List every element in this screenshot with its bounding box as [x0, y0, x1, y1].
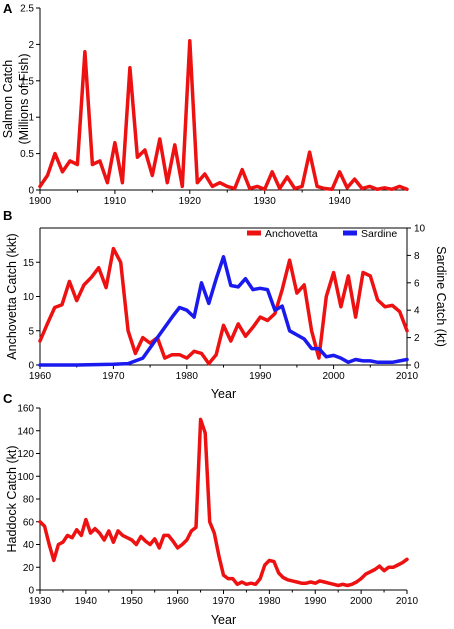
y-tick-label: 2 [28, 40, 34, 51]
x-tick-label: 1980 [176, 371, 199, 382]
x-tick-label: 1990 [249, 371, 272, 382]
legend-label-sardine: Sardine [361, 228, 397, 240]
y-tick-label: 15 [23, 258, 35, 269]
y-tick-label: 0 [28, 361, 34, 372]
panel-letter: A [3, 1, 13, 16]
x-axis-title: Year [211, 613, 236, 627]
x-tick-label: 1940 [328, 196, 351, 207]
chart-panel-a: A 1900 1910 1920 1930 1940 0 0.5 1 1.5 2 2.5 Salmon … [1, 1, 409, 207]
y2-tick-label: 4 [414, 306, 420, 317]
y-tick-label: 120 [17, 449, 34, 460]
y-axis-title: (Millions of Fish) [17, 54, 31, 145]
y2-tick-label: 0 [414, 361, 420, 372]
y-tick-label: 20 [23, 563, 35, 574]
x-tick-label: 1970 [102, 371, 125, 382]
x-tick-label: 1930 [29, 596, 52, 607]
y-tick-label: 5 [28, 326, 34, 337]
y-tick-label: 0 [28, 586, 34, 597]
y-axis-title: Haddock Catch (kt) [5, 446, 19, 553]
series-line-anchovetta [38, 246, 409, 366]
panel-letter: B [3, 208, 12, 223]
x-axis-title: Year [211, 387, 236, 401]
y-tick-label: 10 [23, 292, 35, 303]
y-tick-label: 1.5 [20, 76, 34, 87]
x-tick-label: 1940 [75, 596, 98, 607]
x-tick-label: 1910 [104, 196, 127, 207]
y-axis-title: Anchovetta Catch (kkt) [5, 233, 19, 359]
y2-tick-label: 8 [414, 251, 420, 262]
series-line [38, 39, 409, 192]
x-tick-label: 1960 [167, 596, 190, 607]
x-tick-label: 1980 [258, 596, 281, 607]
y-tick-label: 80 [23, 495, 35, 506]
x-tick-label: 1950 [121, 596, 144, 607]
y-tick-label: 40 [23, 540, 35, 551]
series-line [38, 417, 409, 588]
y2-tick-label: 2 [414, 333, 420, 344]
x-tick-label: 2000 [322, 371, 345, 382]
x-tick-label: 1930 [254, 196, 277, 207]
x-tick-label: 1970 [212, 596, 235, 607]
y-tick-label: 2.5 [20, 4, 34, 15]
x-tick-label: 1960 [29, 371, 52, 382]
x-tick-label: 1920 [179, 196, 202, 207]
y2-tick-label: 6 [414, 278, 420, 289]
x-tick-label: 2000 [350, 596, 373, 607]
panel-letter: C [3, 391, 13, 406]
y-tick-label: 0 [28, 186, 34, 197]
y-tick-label: 140 [17, 426, 34, 437]
x-tick-label: 1900 [29, 196, 52, 207]
series-line-sardine [38, 255, 409, 367]
y-tick-label: 1 [28, 113, 34, 124]
x-tick-label: 2010 [396, 596, 419, 607]
y-tick-label: 60 [23, 517, 35, 528]
y2-tick-label: 10 [414, 224, 426, 235]
y-tick-label: 100 [17, 472, 34, 483]
x-tick-label: 2010 [396, 371, 419, 382]
x-tick-label: 1990 [304, 596, 327, 607]
y-tick-label: 160 [17, 404, 34, 415]
legend-label-anchovetta: Anchovetta [265, 228, 318, 240]
y2-axis-title: Sardine Catch (kt) [434, 246, 448, 347]
y-tick-label: 0.5 [20, 149, 34, 160]
legend: Anchovetta Sardine [247, 228, 397, 240]
y-axis-title: Salmon Catch [1, 60, 15, 139]
